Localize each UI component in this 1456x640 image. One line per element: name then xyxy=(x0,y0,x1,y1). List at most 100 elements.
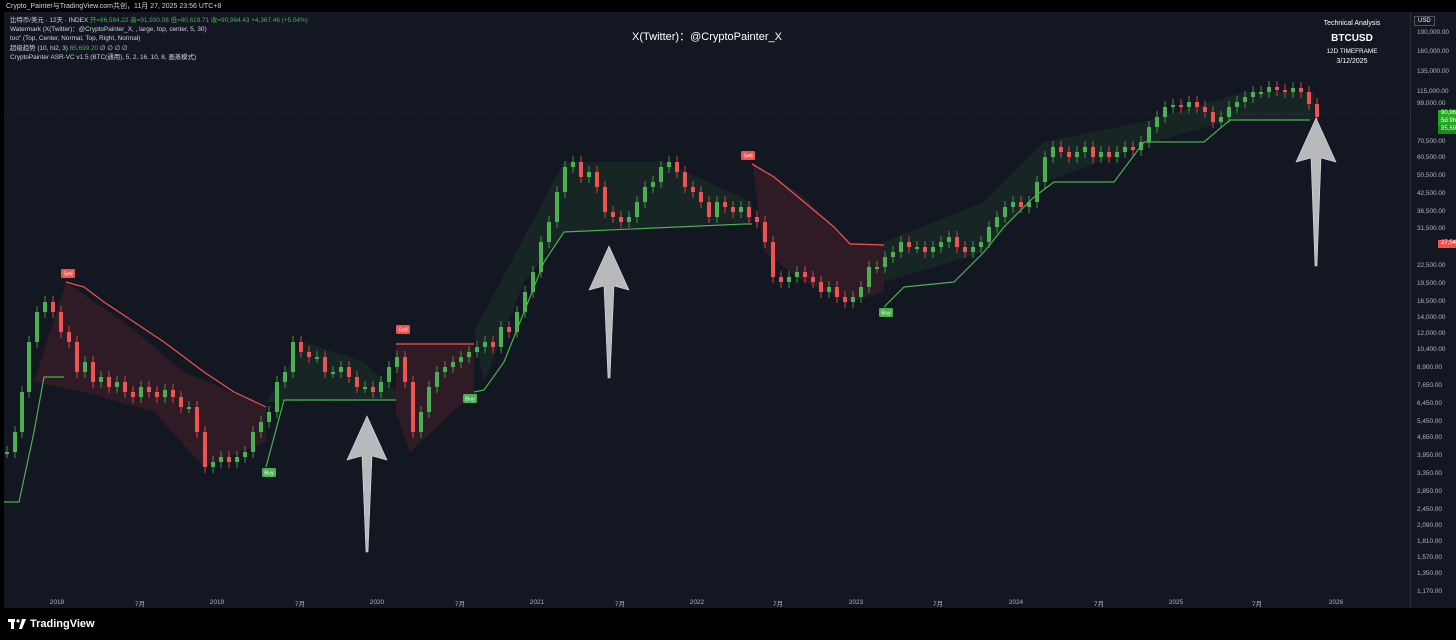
candle-body xyxy=(1147,127,1151,142)
candle-body xyxy=(1027,202,1031,207)
candle-body xyxy=(1267,87,1271,92)
candle-body xyxy=(691,187,695,192)
price-axis[interactable]: USD 190,000.00 160,000.00 135,000.00 115,00… xyxy=(1410,12,1456,608)
legend-watermark-indicator[interactable]: Watermark (X(Twitter)：@CryptoPainter_X, … xyxy=(10,26,207,34)
y-tick-label: 1,810.00 xyxy=(1417,538,1442,545)
candle-body xyxy=(1107,152,1111,157)
y-tick-label: 190,000.00 xyxy=(1417,29,1449,36)
candle-body xyxy=(907,242,911,247)
candle-body xyxy=(851,297,855,302)
candle-body xyxy=(1171,105,1175,107)
candle-body xyxy=(203,432,207,467)
y-tick-label: 2,850.00 xyxy=(1417,488,1442,495)
candle-body xyxy=(59,312,63,332)
x-tick-label: 7月 xyxy=(455,601,465,608)
x-tick-label: 2019 xyxy=(209,599,225,606)
candle-body xyxy=(1235,102,1239,107)
candle-body xyxy=(211,462,215,467)
candle-body xyxy=(939,242,943,247)
legend-low: 低=80,619.71 xyxy=(170,17,210,24)
candle-body xyxy=(179,397,183,407)
candle-body xyxy=(987,227,991,242)
y-tick-label: 1,570.00 xyxy=(1417,554,1442,561)
svg-text:Buy: Buy xyxy=(881,311,891,317)
candle-body xyxy=(435,372,439,387)
candle-body xyxy=(1043,157,1047,182)
candle-body xyxy=(1243,97,1247,102)
candle-body xyxy=(659,167,663,182)
candle-body xyxy=(795,272,799,277)
candle-body xyxy=(1019,202,1023,207)
legend-change: +4,367.46 (+5.04%) xyxy=(251,17,308,24)
y-tick-label: 8,900.00 xyxy=(1417,364,1442,371)
candle-body xyxy=(283,372,287,382)
candle-body xyxy=(1091,147,1095,157)
candle-body xyxy=(891,252,895,257)
candle-body xyxy=(363,387,367,389)
candle-body xyxy=(467,352,471,357)
candle-body xyxy=(595,172,599,187)
candle-body xyxy=(1259,92,1263,94)
y-tick-label: 4,650.00 xyxy=(1417,434,1442,441)
info-table: Technical Analysis BTCUSD 12D TIMEFRAME … xyxy=(1312,20,1392,65)
y-tick-label: 6,450.00 xyxy=(1417,400,1442,407)
support-line xyxy=(883,119,1310,308)
candle-body xyxy=(331,372,335,374)
candle-body xyxy=(75,342,79,372)
candle-body xyxy=(803,272,807,277)
candle-body xyxy=(187,407,191,409)
y-tick-label: 60,500.00 xyxy=(1417,154,1446,161)
candle-body xyxy=(1315,104,1319,117)
candle-body xyxy=(307,352,311,357)
candle-body xyxy=(1115,152,1119,157)
tradingview-logo[interactable]: TradingView xyxy=(8,618,95,630)
candle-body xyxy=(531,272,535,292)
candle-body xyxy=(787,277,791,282)
x-tick-label: 7月 xyxy=(295,601,305,608)
candle-body xyxy=(995,217,999,227)
candle-body xyxy=(699,192,703,202)
candle-body xyxy=(723,202,727,207)
y-tick-label: 3,350.00 xyxy=(1417,470,1442,477)
candle-body xyxy=(731,207,735,212)
y-tick-label: 3,950.00 xyxy=(1417,452,1442,459)
candle-body xyxy=(1187,102,1191,107)
candle-body xyxy=(5,452,9,454)
tradingview-logo-icon xyxy=(8,619,26,629)
candle-body xyxy=(979,242,983,247)
candle-body xyxy=(603,187,607,212)
svg-text:Sell: Sell xyxy=(398,328,407,334)
x-tick-label: 2025 xyxy=(1168,599,1184,606)
candle-body xyxy=(315,357,319,359)
candle-body xyxy=(347,367,351,377)
x-tick-label: 2021 xyxy=(529,599,545,606)
y-tick-label: 14,000.00 xyxy=(1417,314,1446,321)
buy-signal-tag: Buy xyxy=(262,468,276,477)
chart-pane[interactable]: Sell Sell Sell Buy Buy Buy 比特币/美元 · 12天 · IND… xyxy=(4,12,1410,608)
candle-body xyxy=(51,302,55,312)
price-chart[interactable]: Sell Sell Sell Buy Buy Buy xyxy=(4,12,1410,608)
candle-body xyxy=(419,412,423,432)
legend-asr-indicator[interactable]: CryptoPainter ASR-VC v1.5 (BTC(通用), 5, 2… xyxy=(10,53,197,61)
info-heading: Technical Analysis xyxy=(1323,20,1381,27)
candle-body xyxy=(91,362,95,382)
candle-body xyxy=(1083,147,1087,152)
candle-body xyxy=(123,382,127,392)
top-title-bar: Crypto_Painter与TradingView.com共创，11月 27,… xyxy=(0,0,1456,12)
candle-body xyxy=(395,357,399,367)
x-tick-label: 7月 xyxy=(773,601,783,608)
candle-body xyxy=(1179,105,1183,107)
candle-body xyxy=(13,432,17,452)
candle-body xyxy=(915,247,919,249)
currency-label[interactable]: USD xyxy=(1414,16,1435,26)
candle-body xyxy=(339,367,343,372)
legend-table-indicator[interactable]: too" (Top, Center, Normal, Top, Right, N… xyxy=(10,35,141,43)
support-line xyxy=(265,399,396,468)
annotation-arrow xyxy=(1295,117,1337,267)
candle-body xyxy=(1251,92,1255,97)
candle-body xyxy=(587,172,591,177)
candle-body xyxy=(403,357,407,382)
candle-body xyxy=(963,247,967,252)
legend-supertrend-indicator[interactable]: 超级趋势 (10, hl2, 3) 85,699.20 ∅ ∅ ∅ ∅ xyxy=(10,44,128,52)
candle-body xyxy=(275,382,279,412)
